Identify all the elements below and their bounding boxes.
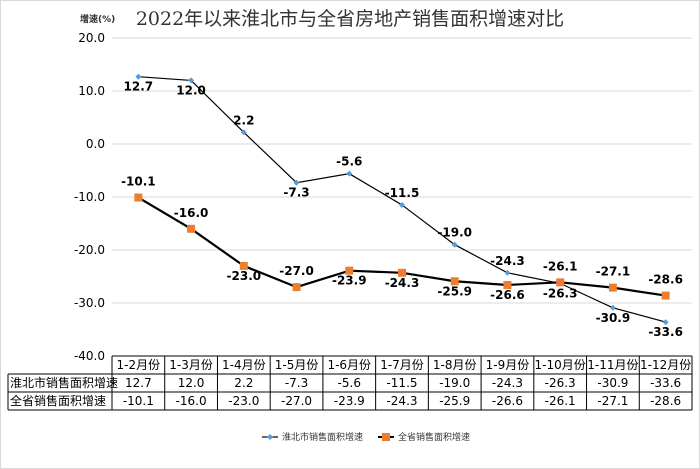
table-cell: -27.1 xyxy=(597,394,628,408)
data-label: -26.6 xyxy=(490,288,525,302)
data-point xyxy=(504,269,511,276)
data-point xyxy=(556,278,565,287)
table-cell: -23.0 xyxy=(228,394,259,408)
data-point xyxy=(240,129,247,136)
table-cell: -24.3 xyxy=(492,376,523,390)
data-point xyxy=(450,277,459,286)
data-point xyxy=(398,268,406,277)
y-axis-label: 增速(%) xyxy=(80,13,115,25)
y-tick-label: 10.0 xyxy=(78,84,105,98)
table-cell: -33.6 xyxy=(650,376,681,390)
data-label: -5.6 xyxy=(336,155,362,169)
legend-label: 全省销售面积增速 xyxy=(398,431,470,443)
table-cell: -25.9 xyxy=(439,394,470,408)
table-cell: -28.6 xyxy=(650,394,681,408)
data-label: -26.3 xyxy=(543,286,578,300)
data-label: -11.5 xyxy=(385,186,420,200)
table-cell: -5.6 xyxy=(338,376,361,390)
data-point xyxy=(346,170,353,177)
table-cell: -11.5 xyxy=(386,376,417,390)
y-tick-label: -40.0 xyxy=(74,349,105,363)
data-label: -33.6 xyxy=(648,325,683,339)
data-point xyxy=(451,241,458,248)
data-point xyxy=(292,283,301,292)
x-tick-label: 1-10月份 xyxy=(535,358,586,372)
data-point xyxy=(293,179,300,186)
data-label: -27.1 xyxy=(596,265,631,279)
table-row-header: 全省销售面积增速 xyxy=(10,393,106,408)
data-point xyxy=(399,201,405,208)
y-tick-label: 20.0 xyxy=(78,31,105,45)
data-label: -25.9 xyxy=(437,284,472,298)
x-tick-label: 1-12月份 xyxy=(640,358,691,372)
y-tick-label: 0.0 xyxy=(86,137,105,151)
legend-marker-diamond-icon xyxy=(267,434,273,440)
data-point xyxy=(188,77,195,84)
data-label: -16.0 xyxy=(174,206,209,220)
data-label: 2.2 xyxy=(233,113,254,127)
table-cell: -24.3 xyxy=(386,394,417,408)
data-point xyxy=(503,280,512,289)
table-cell: 2.2 xyxy=(234,376,253,390)
data-label: -24.3 xyxy=(490,254,525,268)
x-tick-label: 1-6月份 xyxy=(327,358,371,372)
x-tick-label: 1-2月份 xyxy=(117,358,161,372)
data-label: -30.9 xyxy=(596,311,631,325)
table-cell: -30.9 xyxy=(597,376,628,390)
data-label: -28.6 xyxy=(648,273,683,287)
table-cell: -26.6 xyxy=(492,394,523,408)
data-label: -24.3 xyxy=(385,276,420,290)
x-tick-label: 1-5月份 xyxy=(275,358,319,372)
data-point xyxy=(662,319,669,326)
data-label: 12.7 xyxy=(124,80,154,94)
data-label: -23.0 xyxy=(227,269,262,283)
data-label: -26.1 xyxy=(543,259,578,273)
x-tick-label: 1-3月份 xyxy=(169,358,213,372)
data-label: -23.9 xyxy=(332,274,367,288)
data-point xyxy=(608,283,617,292)
table-cell: 12.0 xyxy=(178,376,205,390)
data-point xyxy=(239,261,248,270)
x-tick-label: 1-8月份 xyxy=(433,358,477,372)
table-cell: -7.3 xyxy=(285,376,308,390)
data-point xyxy=(661,291,670,300)
table-cell: -16.0 xyxy=(176,394,207,408)
data-point xyxy=(135,73,142,80)
x-tick-label: 1-11月份 xyxy=(587,358,638,372)
x-tick-label: 1-9月份 xyxy=(486,358,530,372)
x-tick-label: 1-4月份 xyxy=(222,358,266,372)
data-label: 12.0 xyxy=(176,83,206,97)
table-cell: -26.1 xyxy=(545,394,576,408)
legend-label: 淮北市销售面积增速 xyxy=(282,431,363,443)
legend-marker-square-icon xyxy=(382,433,390,441)
y-tick-label: -10.0 xyxy=(74,190,105,204)
table-cell: 12.7 xyxy=(125,376,152,390)
data-label: -7.3 xyxy=(283,186,309,200)
table-cell: -23.9 xyxy=(334,394,365,408)
table-cell: -26.3 xyxy=(545,376,576,390)
table-row-header: 淮北市销售面积增速 xyxy=(10,375,118,390)
table-cell: -27.0 xyxy=(281,394,312,408)
data-point xyxy=(134,193,143,202)
data-point xyxy=(609,304,616,311)
chart-title: 2022年以来淮北市与全省房地产销售面积增速对比 xyxy=(136,8,564,30)
data-point xyxy=(345,266,354,275)
data-label: -27.0 xyxy=(279,264,314,278)
table-cell: -19.0 xyxy=(439,376,470,390)
y-tick-label: -20.0 xyxy=(74,243,105,257)
data-label: -10.1 xyxy=(121,175,156,189)
x-tick-label: 1-7月份 xyxy=(380,358,424,372)
y-tick-label: -30.0 xyxy=(74,296,105,310)
table-cell: -10.1 xyxy=(123,394,154,408)
data-label: -19.0 xyxy=(437,226,472,240)
data-point xyxy=(187,224,196,233)
